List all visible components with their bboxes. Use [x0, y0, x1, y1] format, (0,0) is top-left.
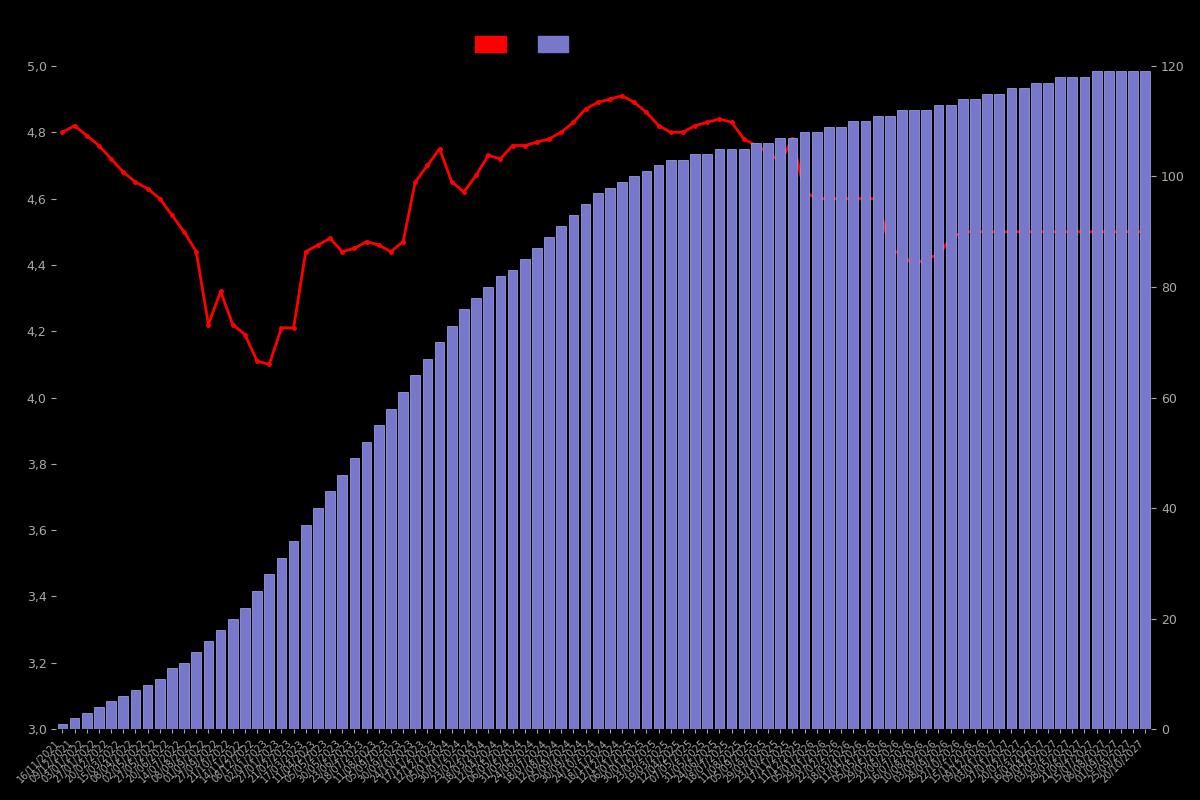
Bar: [361, 442, 372, 729]
Bar: [1055, 77, 1066, 729]
Bar: [264, 574, 274, 729]
Bar: [1092, 71, 1102, 729]
Bar: [970, 99, 980, 729]
Bar: [1104, 71, 1114, 729]
Bar: [872, 116, 882, 729]
Bar: [898, 110, 907, 729]
Bar: [545, 238, 554, 729]
Bar: [727, 149, 737, 729]
Bar: [155, 679, 164, 729]
Bar: [313, 508, 323, 729]
Bar: [983, 94, 992, 729]
Bar: [325, 491, 335, 729]
Bar: [398, 392, 408, 729]
Bar: [496, 276, 505, 729]
Bar: [422, 359, 432, 729]
Bar: [995, 94, 1004, 729]
Bar: [82, 713, 91, 729]
Bar: [386, 409, 396, 729]
Bar: [799, 132, 810, 729]
Bar: [276, 558, 287, 729]
Bar: [678, 160, 688, 729]
Bar: [94, 707, 103, 729]
Bar: [581, 204, 590, 729]
Bar: [1080, 77, 1090, 729]
Bar: [824, 126, 834, 729]
Bar: [410, 375, 420, 729]
Bar: [252, 591, 262, 729]
Bar: [763, 143, 773, 729]
Bar: [654, 166, 664, 729]
Bar: [922, 110, 931, 729]
Bar: [228, 618, 238, 729]
Bar: [191, 652, 202, 729]
Bar: [1019, 88, 1028, 729]
Bar: [884, 116, 895, 729]
Bar: [751, 143, 761, 729]
Bar: [848, 122, 858, 729]
Bar: [1140, 71, 1150, 729]
Bar: [702, 154, 712, 729]
Bar: [1007, 88, 1016, 729]
Bar: [484, 287, 493, 729]
Bar: [204, 641, 214, 729]
Bar: [216, 630, 226, 729]
Bar: [910, 110, 919, 729]
Bar: [557, 226, 566, 729]
Bar: [714, 149, 725, 729]
Bar: [301, 525, 311, 729]
Bar: [520, 259, 529, 729]
Bar: [605, 187, 614, 729]
Bar: [119, 696, 128, 729]
Bar: [337, 475, 347, 729]
Bar: [58, 723, 67, 729]
Bar: [1116, 71, 1126, 729]
Bar: [787, 138, 797, 729]
Bar: [289, 542, 299, 729]
Bar: [934, 105, 943, 729]
Bar: [642, 171, 652, 729]
Bar: [860, 122, 870, 729]
Bar: [946, 105, 955, 729]
Bar: [107, 702, 116, 729]
Bar: [836, 126, 846, 729]
Bar: [1043, 82, 1052, 729]
Bar: [775, 138, 785, 729]
Bar: [508, 270, 517, 729]
Bar: [143, 685, 152, 729]
Bar: [240, 607, 250, 729]
Bar: [739, 149, 749, 729]
Bar: [349, 458, 359, 729]
Bar: [434, 342, 444, 729]
Bar: [532, 248, 542, 729]
Bar: [70, 718, 79, 729]
Bar: [460, 309, 469, 729]
Bar: [374, 425, 384, 729]
Bar: [666, 160, 676, 729]
Bar: [446, 326, 457, 729]
Bar: [1128, 71, 1138, 729]
Bar: [958, 99, 967, 729]
Legend: , : ,: [475, 37, 580, 53]
Bar: [617, 182, 626, 729]
Bar: [630, 177, 640, 729]
Bar: [179, 663, 188, 729]
Bar: [812, 132, 822, 729]
Bar: [1068, 77, 1078, 729]
Bar: [131, 690, 140, 729]
Bar: [472, 298, 481, 729]
Bar: [1031, 82, 1040, 729]
Bar: [593, 193, 602, 729]
Bar: [569, 215, 578, 729]
Bar: [167, 668, 176, 729]
Bar: [690, 154, 700, 729]
